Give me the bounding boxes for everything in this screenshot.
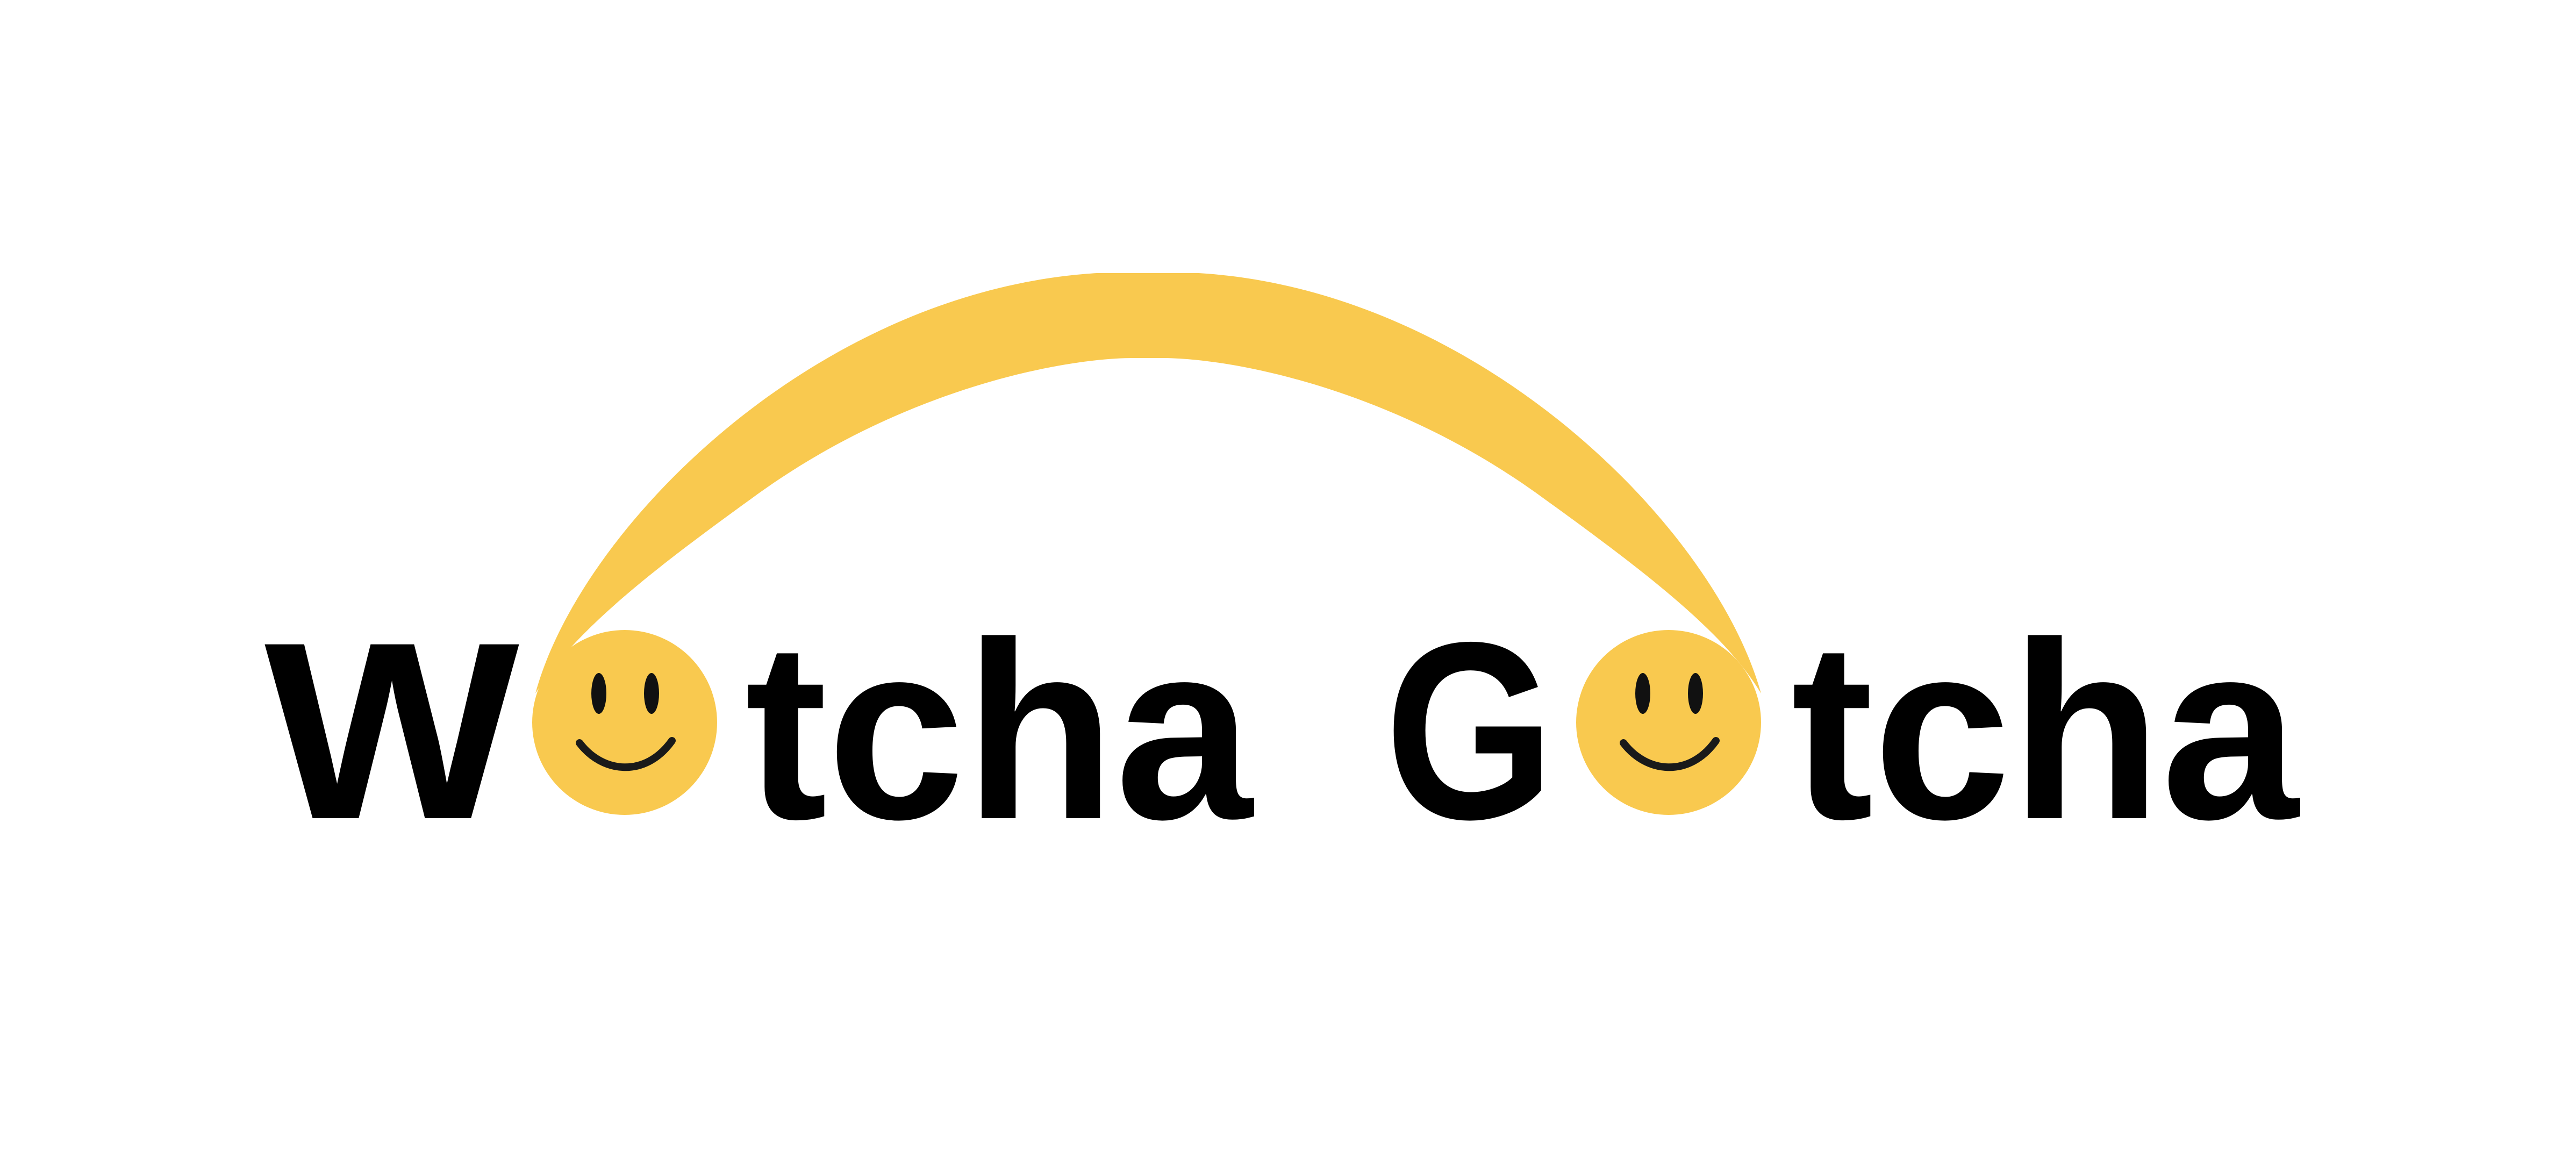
logo-letter-g: G xyxy=(1385,590,1555,872)
arch-swoosh xyxy=(535,273,1761,693)
smiley-face-icon xyxy=(532,630,717,815)
logo-letter-w: W xyxy=(264,590,522,872)
smiley-face-icon xyxy=(1576,630,1761,815)
logo-word1-rest: tcha xyxy=(745,590,1254,872)
logo-word2-rest: tcha xyxy=(1791,590,2300,872)
